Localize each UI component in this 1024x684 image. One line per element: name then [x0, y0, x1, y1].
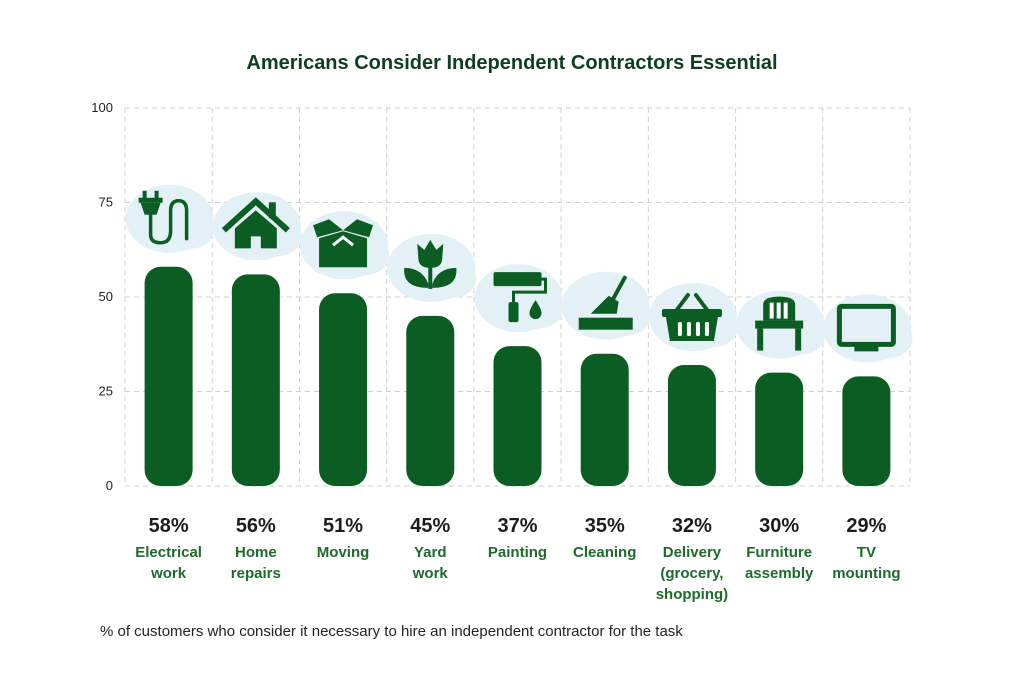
tulip-icon: [404, 239, 457, 289]
category-label: Moving: [317, 544, 370, 561]
icons: [138, 190, 896, 352]
category-label: Painting: [488, 544, 547, 561]
footnote: % of customers who consider it necessary…: [100, 623, 683, 640]
basket-icon: [661, 293, 722, 342]
plug-icon: [138, 190, 189, 245]
bar: [580, 353, 629, 486]
house-icon: [221, 197, 290, 249]
y-tick-label: 100: [91, 100, 113, 115]
data-label: 29%: [846, 515, 886, 537]
data-label: 35%: [585, 515, 625, 537]
y-tick-label: 50: [99, 289, 113, 304]
data-label: 45%: [410, 515, 450, 537]
bar: [406, 315, 455, 486]
bar: [319, 293, 368, 486]
bars: [144, 266, 891, 486]
labels: 58% Electrical work 56% Home repairs 51% Moving…: [135, 515, 900, 603]
category-label: Yard: [414, 544, 447, 561]
bar: [144, 266, 193, 486]
bar: [842, 376, 891, 486]
box-icon: [313, 219, 374, 268]
icon-background: [166, 208, 215, 249]
category-label: repairs: [231, 565, 281, 582]
bar: [755, 372, 804, 486]
bar: [493, 346, 542, 486]
category-label: work: [412, 565, 449, 582]
category-label: mounting: [832, 565, 900, 582]
data-label: 51%: [323, 515, 363, 537]
y-tick-label: 0: [106, 478, 113, 493]
category-label: Delivery: [663, 544, 722, 561]
category-label: Cleaning: [573, 544, 636, 561]
data-label: 56%: [236, 515, 276, 537]
category-label: work: [150, 565, 187, 582]
bar: [667, 365, 716, 486]
category-label: TV: [857, 544, 876, 561]
icon-background: [864, 318, 913, 359]
data-label: 37%: [497, 515, 537, 537]
y-axis: 0 25 50 75 100: [91, 100, 113, 493]
broom-icon: [578, 275, 633, 330]
category-label: Home: [235, 544, 277, 561]
tv-icon: [836, 303, 896, 352]
category-label: Furniture: [746, 544, 812, 561]
bar: [231, 274, 280, 486]
category-label: Electrical: [135, 544, 202, 561]
y-tick-label: 75: [99, 195, 113, 210]
category-label: assembly: [745, 565, 814, 582]
category-label: (grocery,: [660, 565, 723, 582]
chart-title: Americans Consider Independent Contracto…: [246, 52, 777, 74]
category-label: shopping): [656, 586, 728, 603]
data-label: 30%: [759, 515, 799, 537]
paint-roller-icon: [493, 272, 547, 323]
chair-icon: [755, 296, 804, 351]
data-label: 58%: [149, 515, 189, 537]
data-label: 32%: [672, 515, 712, 537]
y-tick-label: 25: [99, 384, 113, 399]
